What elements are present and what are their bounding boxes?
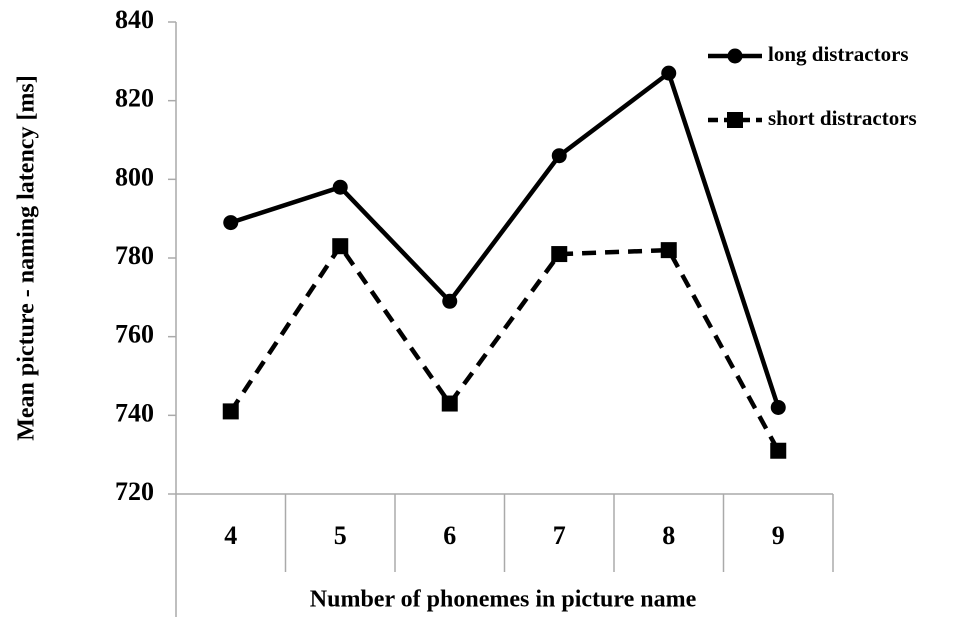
data-point xyxy=(770,399,786,415)
legend-marker xyxy=(727,48,743,64)
y-tick-label: 820 xyxy=(115,84,154,113)
data-point xyxy=(661,65,677,81)
y-tick-label: 740 xyxy=(115,398,154,427)
y-tick-label: 780 xyxy=(115,241,154,270)
data-point xyxy=(223,215,239,231)
x-axis-title: Number of phonemes in picture name xyxy=(310,587,697,613)
y-axis-title: Mean picture - naming latency [ms] xyxy=(14,75,40,441)
legend-label: long distractors xyxy=(768,42,909,66)
y-tick-label: 840 xyxy=(115,5,154,34)
legend-marker xyxy=(727,112,743,128)
series-line xyxy=(228,242,781,452)
x-tick-label: 8 xyxy=(662,521,675,550)
data-point xyxy=(332,179,348,195)
data-point xyxy=(551,246,568,263)
y-tick-label: 800 xyxy=(115,162,154,191)
x-tick-label: 7 xyxy=(553,521,566,550)
data-point xyxy=(442,293,458,309)
x-tick-label: 9 xyxy=(772,521,785,550)
data-point xyxy=(332,238,349,255)
series-line xyxy=(230,69,781,409)
legend-label: short distractors xyxy=(768,106,917,130)
y-tick-label: 760 xyxy=(115,320,154,349)
data-point xyxy=(770,442,787,459)
x-tick-label: 6 xyxy=(443,521,456,550)
data-point xyxy=(441,395,458,412)
x-tick-label: 5 xyxy=(334,521,347,550)
y-tick-label: 720 xyxy=(115,477,154,506)
data-point xyxy=(551,148,567,164)
data-point xyxy=(222,403,239,420)
x-tick-label: 4 xyxy=(224,521,237,550)
data-point xyxy=(660,242,677,259)
